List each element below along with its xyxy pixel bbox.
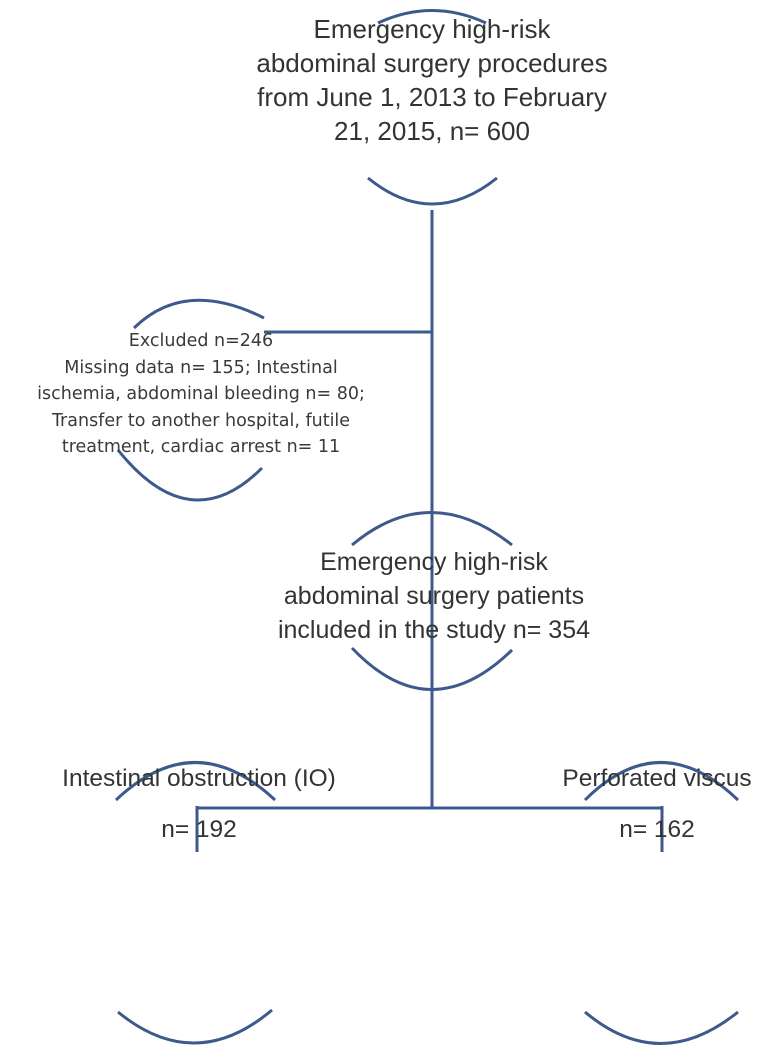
io-node-text: Intestinal obstruction (IO) n= 192 — [10, 764, 388, 845]
excluded-node-arc-upper — [132, 298, 265, 330]
excluded-node-text: Excluded n=246 Missing data n= 155; Inte… — [0, 328, 402, 461]
pv-node-text: Perforated viscus n= 162 — [540, 764, 774, 845]
excluded-node-arc-lower — [116, 449, 264, 502]
excluded-node-line: Excluded n=246 — [128, 331, 274, 351]
io-node-count: n= 192 — [161, 815, 237, 843]
top-node-line: abdominal surgery procedures — [256, 48, 608, 78]
top-node-arc-lower — [367, 176, 498, 206]
top-node-line: 21, 2015, n= 600 — [334, 116, 530, 146]
excluded-node-line: Missing data n= 155; Intestinal — [64, 357, 338, 378]
pv-node-arc-upper — [583, 761, 740, 802]
excluded-node-line: treatment, cardiac arrest n= 11 — [61, 437, 341, 457]
io-node-arc-lower — [117, 1008, 273, 1045]
io-node-label: Intestinal obstruction (IO) — [62, 765, 336, 792]
top-node-arc-upper — [377, 9, 487, 25]
included-node-line: included in the study n= 354 — [277, 616, 591, 644]
io-node-arc-upper — [114, 761, 277, 802]
pv-node-count: n= 162 — [619, 815, 695, 843]
top-node-line: Emergency high-risk — [313, 14, 551, 44]
pv-node-arc-lower — [584, 1010, 739, 1045]
pv-node-label: Perforated viscus — [562, 765, 752, 792]
excluded-node-line: Transfer to another hospital, futile — [51, 410, 351, 431]
top-node-line: from June 1, 2013 to February — [257, 82, 607, 112]
included-node-line: Emergency high-risk — [320, 548, 548, 576]
included-node-text: Emergency high-risk abdominal surgery pa… — [234, 545, 634, 647]
excluded-node-line: ischemia, abdominal bleeding n= 80; — [37, 384, 365, 404]
top-node-text: Emergency high-risk abdominal surgery pr… — [232, 12, 632, 148]
included-node-line: abdominal surgery patients — [283, 582, 585, 610]
